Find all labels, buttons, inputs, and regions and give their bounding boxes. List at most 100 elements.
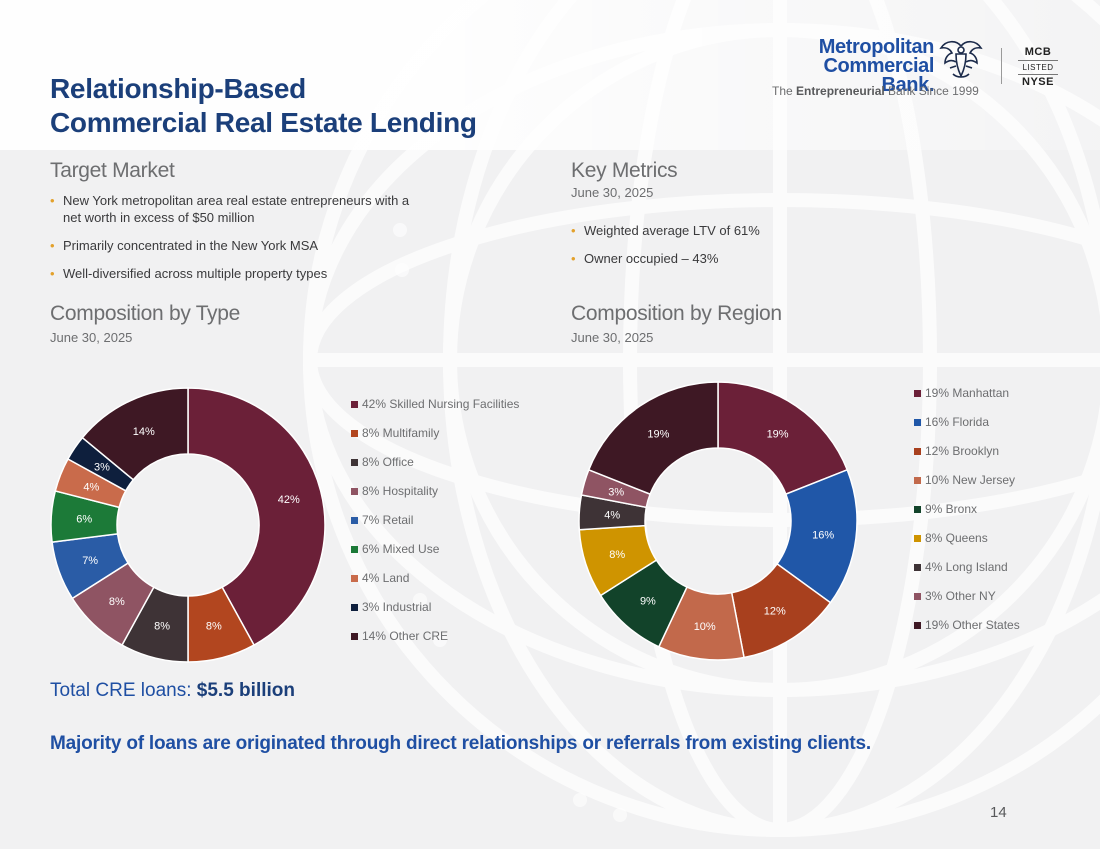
key-metrics-list: • Weighted average LTV of 61% • Owner occu…	[571, 222, 871, 278]
slice-data-label: 8%	[109, 596, 125, 608]
legend-swatch	[914, 419, 921, 426]
donut-slice	[587, 381, 719, 496]
legend-swatch	[351, 430, 358, 437]
legend-swatch	[351, 546, 358, 553]
target-market-list: • New York metropolitan area real estate …	[50, 192, 410, 293]
ticker-exchange: NYSE	[1022, 76, 1054, 88]
legend-swatch	[914, 564, 921, 571]
legend-label: 6% Mixed Use	[362, 542, 440, 556]
type-chart-legend: 42% Skilled Nursing Facilities 8% Multifa…	[351, 397, 519, 658]
slice-data-label: 6%	[76, 513, 92, 525]
legend-label: 14% Other CRE	[362, 629, 449, 643]
legend-swatch	[351, 459, 358, 466]
slice-data-label: 7%	[82, 555, 98, 567]
total-value: $5.5 billion	[196, 680, 295, 701]
slice-data-label: 12%	[764, 605, 786, 617]
donut-slice	[187, 387, 326, 647]
target-market-item: • Primarily concentrated in the New York …	[50, 237, 410, 254]
nyse-ticker: MCB LISTED NYSE	[1018, 46, 1058, 88]
slice-data-label: 3%	[94, 462, 110, 474]
logo-name-line: Metropolitan	[818, 36, 935, 58]
key-metrics-date: June 30, 2025	[571, 185, 654, 200]
bullet-text: New York metropolitan area real estate e…	[63, 193, 410, 225]
slice-data-label: 9%	[640, 596, 656, 608]
legend-item: 4% Land	[351, 571, 519, 600]
legend-label: 19% Other States	[925, 618, 1020, 632]
legend-label: 8% Multifamily	[362, 426, 440, 440]
slice-data-label: 19%	[767, 428, 789, 440]
bullet-dot-icon: •	[571, 223, 576, 238]
legend-label: 3% Industrial	[362, 600, 432, 614]
logo-tagline: The Entrepreneurial Bank Since 1999	[772, 84, 979, 98]
logo-name-line: Commercial Bank.	[823, 55, 935, 96]
legend-swatch	[914, 593, 921, 600]
legend-item: 10% New Jersey	[914, 473, 1020, 502]
legend-item: 42% Skilled Nursing Facilities	[351, 397, 519, 426]
slice-data-label: 8%	[154, 621, 170, 633]
legend-item: 9% Bronx	[914, 502, 1020, 531]
header-band	[0, 0, 1100, 150]
legend-label: 3% Other NY	[925, 589, 996, 603]
legend-item: 8% Queens	[914, 531, 1020, 560]
legend-item: 8% Multifamily	[351, 426, 519, 455]
chart-title: Composition by Region	[571, 302, 782, 325]
tagline-bold: Entrepreneurial	[796, 84, 885, 98]
key-metric-item: • Owner occupied – 43%	[571, 250, 871, 267]
slice-data-label: 3%	[608, 486, 624, 498]
legend-label: 8% Office	[362, 455, 414, 469]
legend-swatch	[351, 604, 358, 611]
legend-item: 16% Florida	[914, 415, 1020, 444]
slice-data-label: 8%	[206, 621, 222, 633]
legend-item: 19% Other States	[914, 618, 1020, 647]
region-chart-legend: 19% Manhattan 16% Florida 12% Brooklyn 10% …	[914, 386, 1020, 647]
bullet-dot-icon: •	[50, 266, 55, 281]
page-title-line: Relationship-Based	[50, 73, 306, 104]
legend-label: 4% Land	[362, 571, 410, 585]
bank-logo: Metropolitan Commercial Bank. The Entrep…	[768, 36, 1068, 106]
legend-swatch	[914, 390, 921, 397]
slice-data-label: 14%	[133, 426, 155, 438]
legend-swatch	[351, 488, 358, 495]
chart-subtitle: June 30, 2025	[571, 330, 654, 345]
target-market-title: Target Market	[50, 159, 175, 182]
legend-swatch	[914, 477, 921, 484]
legend-item: 19% Manhattan	[914, 386, 1020, 415]
legend-swatch	[351, 575, 358, 582]
tagline-suffix: Bank Since 1999	[884, 84, 979, 98]
bullet-text: Owner occupied – 43%	[584, 251, 719, 266]
target-market-item: • Well-diversified across multiple proper…	[50, 265, 410, 282]
key-metrics-title: Key Metrics	[571, 159, 678, 182]
legend-item: 8% Hospitality	[351, 484, 519, 513]
page-title: Relationship-Based Commercial Real Estat…	[50, 72, 477, 140]
legend-item: 6% Mixed Use	[351, 542, 519, 571]
legend-label: 16% Florida	[925, 415, 990, 429]
ticker-symbol: MCB	[1018, 46, 1058, 61]
legend-swatch	[914, 535, 921, 542]
ticker-listed: LISTED	[1018, 61, 1058, 75]
slice-data-label: 42%	[278, 494, 300, 506]
chart-subtitle: June 30, 2025	[50, 330, 133, 345]
legend-item: 3% Other NY	[914, 589, 1020, 618]
legend-label: 42% Skilled Nursing Facilities	[362, 397, 520, 411]
logo-wordmark: Metropolitan Commercial Bank.	[768, 36, 935, 96]
page-title-line: Commercial Real Estate Lending	[50, 107, 477, 138]
legend-label: 12% Brooklyn	[925, 444, 1000, 458]
page-number: 14	[990, 804, 1007, 821]
region-donut-chart: 19% 16% 12% 10% 9% 8% 4% 3% 19%	[578, 381, 858, 661]
key-metric-item: • Weighted average LTV of 61%	[571, 222, 871, 239]
legend-swatch	[914, 506, 921, 513]
type-donut-chart: 42% 8% 8% 8% 7% 6% 4% 3% 14%	[50, 387, 326, 663]
legend-label: 8% Hospitality	[362, 484, 439, 498]
bullet-dot-icon: •	[50, 238, 55, 253]
bullet-text: Primarily concentrated in the New York M…	[63, 238, 319, 253]
legend-swatch	[914, 448, 921, 455]
slice-data-label: 19%	[647, 428, 669, 440]
slice-data-label: 16%	[812, 529, 834, 541]
bullet-text: Weighted average LTV of 61%	[584, 223, 760, 238]
logo-divider	[1001, 48, 1002, 84]
legend-item: 8% Office	[351, 455, 519, 484]
legend-swatch	[351, 517, 358, 524]
slice-data-label: 8%	[609, 549, 625, 561]
legend-item: 4% Long Island	[914, 560, 1020, 589]
legend-swatch	[351, 633, 358, 640]
